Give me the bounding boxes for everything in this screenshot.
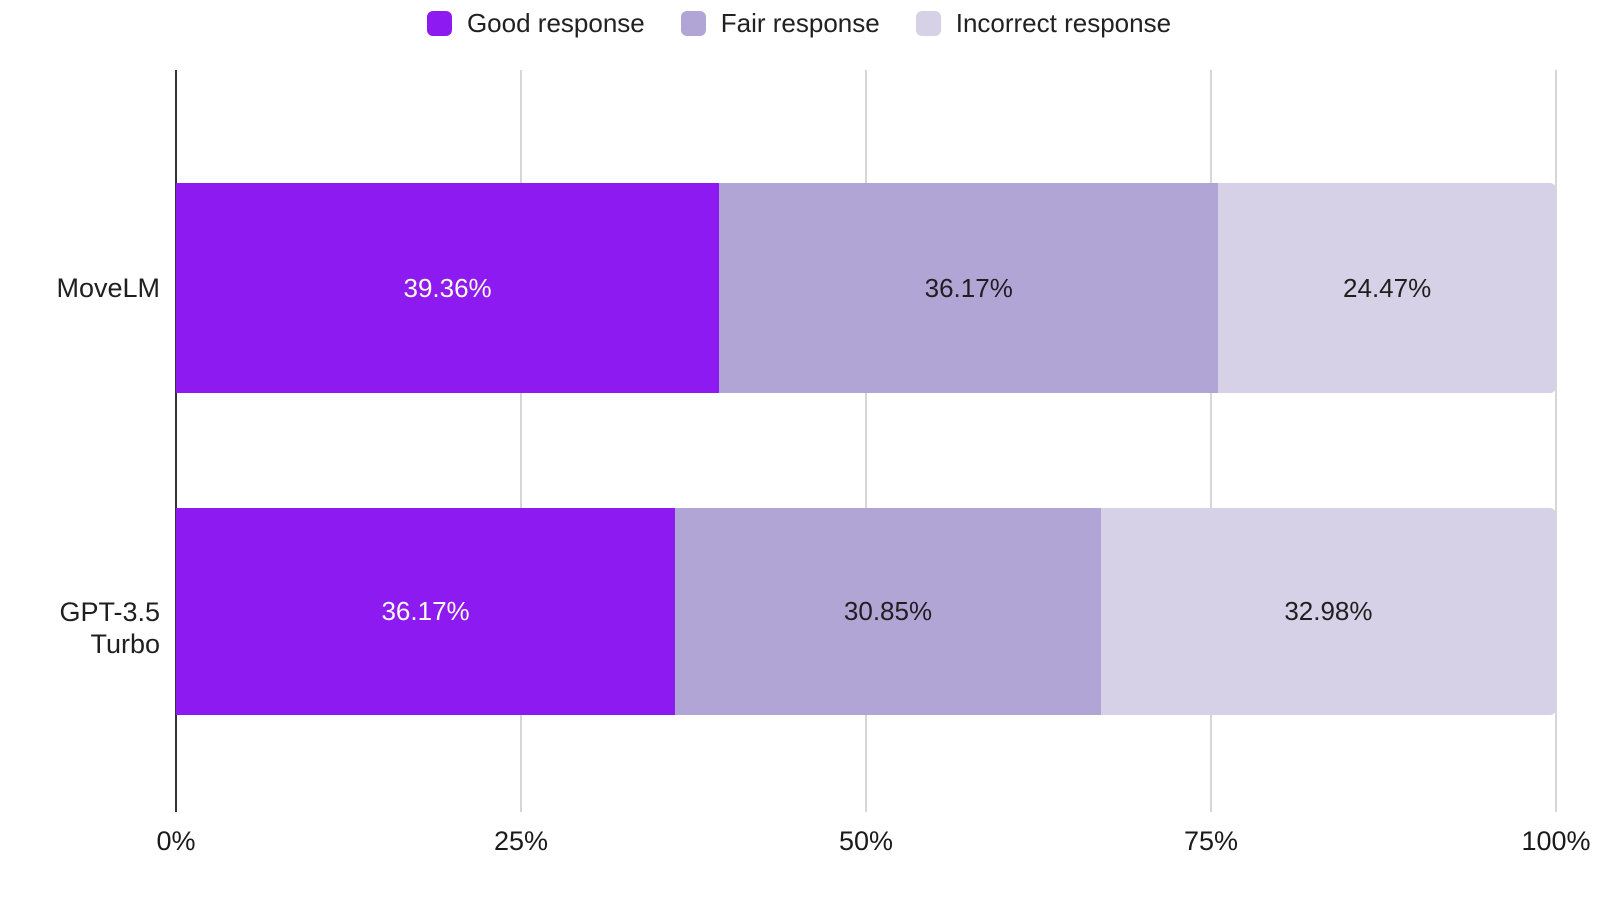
x-axis-tick-label: 100% [1521, 826, 1591, 856]
plot-area: 39.36% 36.17% 24.47% 36.17% 30.85% 32.98% [175, 70, 1557, 812]
legend-item-good-response[interactable]: Good response [426, 8, 645, 39]
category-label-gpt-3.5-turbo: GPT-3.5 Turbo [59, 597, 160, 659]
legend-item-incorrect-response[interactable]: Incorrect response [915, 8, 1172, 39]
bar-value-label: 39.36% [403, 272, 492, 303]
legend-label: Incorrect response [955, 8, 1172, 38]
bar-row-gpt-3.5-turbo: 36.17% 30.85% 32.98% [176, 508, 1556, 715]
bar-segment-incorrect-response[interactable]: 32.98% [1100, 508, 1556, 715]
legend-swatch-icon [680, 11, 706, 36]
bar-value-label: 24.47% [1343, 272, 1432, 303]
bar-segment-fair-response[interactable]: 36.17% [719, 183, 1219, 393]
y-axis-line [175, 70, 177, 812]
gridline [1210, 70, 1212, 812]
legend-swatch-icon [915, 11, 941, 36]
bar-row-movelm: 39.36% 36.17% 24.47% [176, 183, 1556, 393]
gridline [865, 70, 867, 812]
bar-value-label: 36.17% [381, 596, 470, 626]
bar-value-label: 32.98% [1284, 596, 1373, 626]
legend-swatch-icon [426, 11, 452, 36]
legend-label: Fair response [720, 8, 880, 38]
bar-segment-good-response[interactable]: 36.17% [176, 508, 676, 715]
legend-item-fair-response[interactable]: Fair response [680, 8, 880, 39]
bar-segment-incorrect-response[interactable]: 24.47% [1218, 183, 1556, 393]
bar-segment-fair-response[interactable]: 30.85% [675, 508, 1101, 715]
gridline [1555, 70, 1557, 812]
x-axis-tick-label: 50% [838, 826, 894, 856]
category-label-movelm: MoveLM [56, 273, 160, 303]
legend-label: Good response [466, 8, 645, 38]
bar-value-label: 36.17% [924, 272, 1013, 303]
bar-segment-good-response[interactable]: 39.36% [176, 183, 720, 393]
gridline [520, 70, 522, 812]
x-axis-tick-label: 25% [493, 826, 549, 856]
bar-value-label: 30.85% [843, 596, 933, 626]
chart-legend: Good response Fair response Incorrect resp… [0, 8, 1598, 39]
x-axis-tick-label: 0% [156, 826, 196, 856]
x-axis-tick-label: 75% [1183, 826, 1239, 856]
